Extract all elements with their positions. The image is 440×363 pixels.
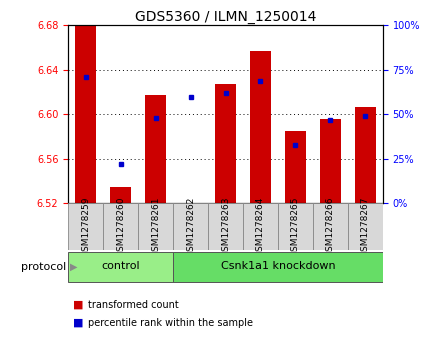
Bar: [145, 95, 166, 203]
Bar: [278, 203, 313, 250]
Text: GSM1278265: GSM1278265: [291, 197, 300, 257]
Bar: [110, 187, 131, 203]
Bar: [250, 51, 271, 203]
Bar: [75, 25, 96, 203]
Text: ■: ■: [73, 318, 83, 328]
Bar: [138, 203, 173, 250]
Text: transformed count: transformed count: [88, 300, 179, 310]
Text: percentile rank within the sample: percentile rank within the sample: [88, 318, 253, 328]
Text: GSM1278261: GSM1278261: [151, 197, 160, 257]
Text: GSM1278262: GSM1278262: [186, 197, 195, 257]
Text: GSM1278267: GSM1278267: [361, 197, 370, 257]
Text: Csnk1a1 knockdown: Csnk1a1 knockdown: [220, 261, 335, 271]
Bar: [103, 203, 138, 250]
Bar: [173, 203, 208, 250]
Bar: [173, 252, 383, 282]
Bar: [215, 84, 236, 203]
Text: GSM1278260: GSM1278260: [116, 197, 125, 257]
Bar: [208, 203, 243, 250]
Text: protocol: protocol: [21, 262, 66, 272]
Text: ▶: ▶: [70, 262, 78, 272]
Text: control: control: [101, 261, 140, 271]
Bar: [355, 107, 376, 203]
Bar: [68, 203, 103, 250]
Text: ■: ■: [73, 300, 83, 310]
Bar: [285, 131, 306, 203]
Bar: [348, 203, 383, 250]
Bar: [313, 203, 348, 250]
Title: GDS5360 / ILMN_1250014: GDS5360 / ILMN_1250014: [135, 11, 316, 24]
Bar: [243, 203, 278, 250]
Text: GSM1278266: GSM1278266: [326, 197, 335, 257]
Text: GSM1278263: GSM1278263: [221, 197, 230, 257]
Bar: [320, 119, 341, 203]
Text: GSM1278259: GSM1278259: [81, 197, 90, 257]
Bar: [68, 252, 173, 282]
Text: GSM1278264: GSM1278264: [256, 197, 265, 257]
